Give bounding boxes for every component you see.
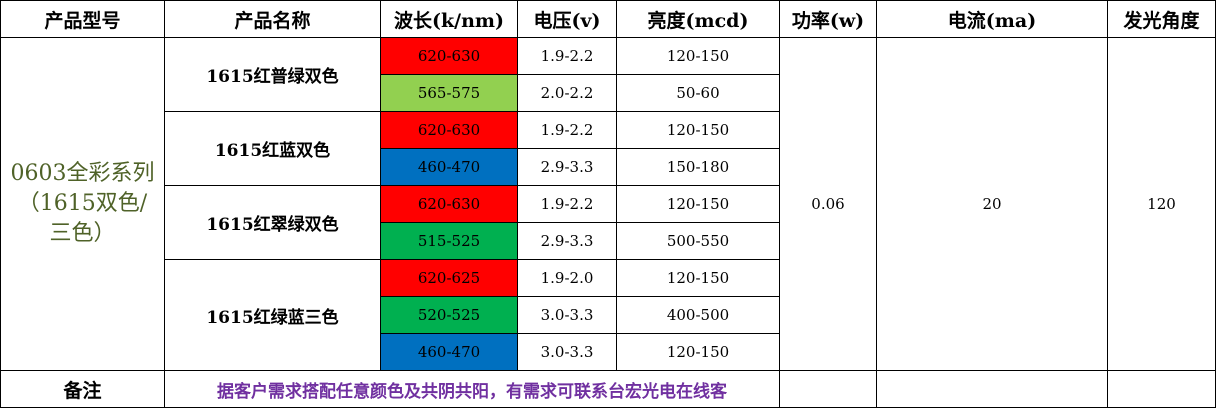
power: 0.06 bbox=[780, 38, 877, 371]
voltage: 3.0-3.3 bbox=[518, 297, 617, 334]
voltage: 2.9-3.3 bbox=[518, 223, 617, 260]
wavelength: 620-630 bbox=[381, 186, 518, 223]
header-cell: 发光角度 bbox=[1108, 0, 1216, 38]
header-cell: 电流(ma) bbox=[877, 0, 1108, 38]
wavelength: 520-525 bbox=[381, 297, 518, 334]
header-cell: 产品名称 bbox=[165, 0, 381, 38]
voltage: 3.0-3.3 bbox=[518, 334, 617, 371]
brightness: 120-150 bbox=[617, 38, 780, 75]
product-name: 1615红绿蓝三色 bbox=[165, 260, 381, 371]
voltage: 1.9-2.2 bbox=[518, 38, 617, 75]
header-cell: 亮度(mcd) bbox=[617, 0, 780, 38]
brightness: 50-60 bbox=[617, 75, 780, 112]
empty-cell bbox=[1108, 371, 1216, 408]
brightness: 400-500 bbox=[617, 297, 780, 334]
wavelength: 460-470 bbox=[381, 149, 518, 186]
wavelength: 460-470 bbox=[381, 334, 518, 371]
angle: 120 bbox=[1108, 38, 1216, 371]
note-label: 备注 bbox=[0, 371, 165, 408]
empty-cell bbox=[780, 371, 877, 408]
header-cell: 功率(w) bbox=[780, 0, 877, 38]
series-name: 0603全彩系列（1615双色/三色） bbox=[0, 38, 165, 371]
product-name: 1615红普绿双色 bbox=[165, 38, 381, 112]
brightness: 120-150 bbox=[617, 334, 780, 371]
current: 20 bbox=[877, 38, 1108, 371]
voltage: 1.9-2.2 bbox=[518, 186, 617, 223]
brightness: 150-180 bbox=[617, 149, 780, 186]
product-name: 1615红蓝双色 bbox=[165, 112, 381, 186]
voltage: 1.9-2.2 bbox=[518, 112, 617, 149]
brightness: 120-150 bbox=[617, 260, 780, 297]
wavelength: 620-630 bbox=[381, 112, 518, 149]
product-name: 1615红翠绿双色 bbox=[165, 186, 381, 260]
wavelength: 620-630 bbox=[381, 38, 518, 75]
wavelength: 515-525 bbox=[381, 223, 518, 260]
voltage: 1.9-2.0 bbox=[518, 260, 617, 297]
note-text: 据客户需求搭配任意颜色及共阴共阳，有需求可联系台宏光电在线客 bbox=[165, 371, 780, 408]
empty-cell bbox=[877, 371, 1108, 408]
wavelength: 565-575 bbox=[381, 75, 518, 112]
wavelength: 620-625 bbox=[381, 260, 518, 297]
header-cell: 波长(k/nm) bbox=[381, 0, 518, 38]
header-cell: 电压(v) bbox=[518, 0, 617, 38]
header-cell: 产品型号 bbox=[0, 0, 165, 38]
brightness: 120-150 bbox=[617, 186, 780, 223]
brightness: 120-150 bbox=[617, 112, 780, 149]
voltage: 2.9-3.3 bbox=[518, 149, 617, 186]
brightness: 500-550 bbox=[617, 223, 780, 260]
voltage: 2.0-2.2 bbox=[518, 75, 617, 112]
